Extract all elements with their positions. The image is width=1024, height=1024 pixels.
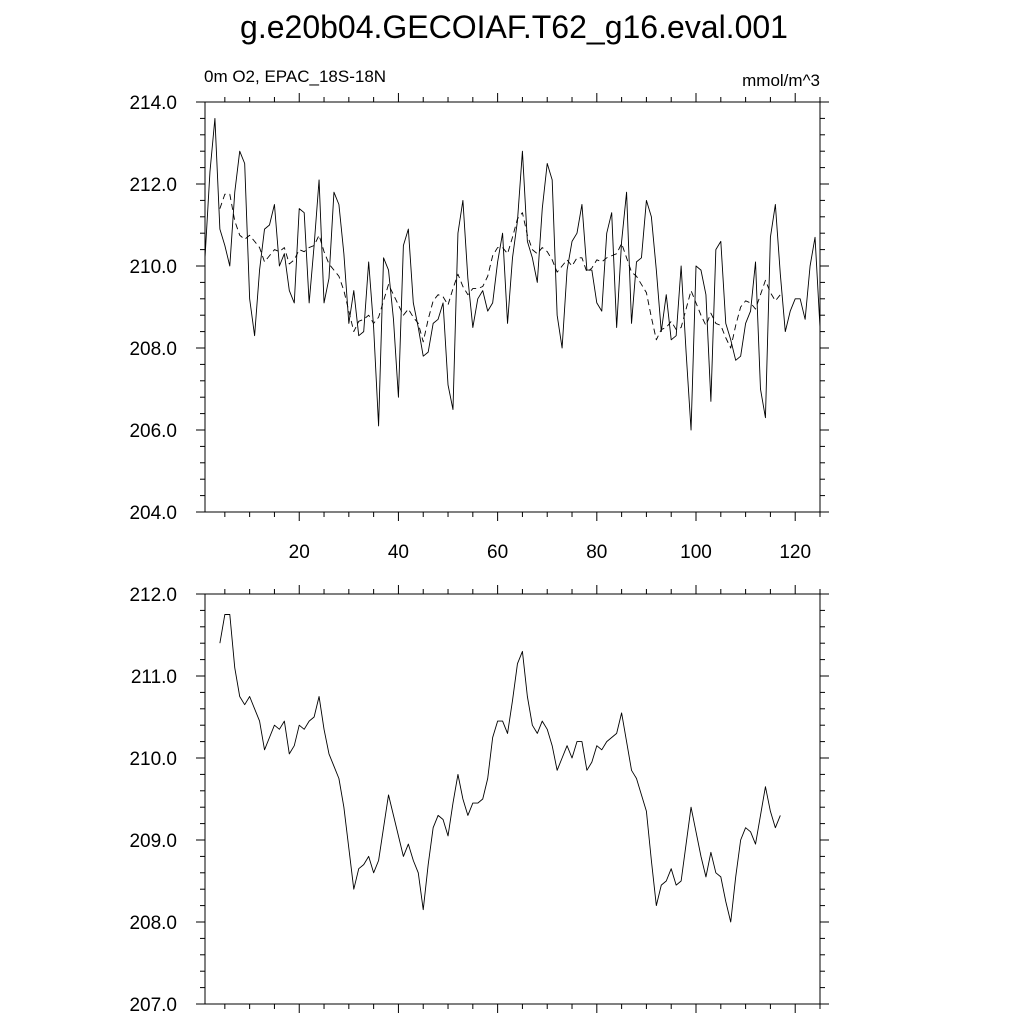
y-tick-label: 212.0: [129, 175, 177, 196]
y-tick-label: 210.0: [129, 749, 177, 770]
x-tick-label: 60: [487, 542, 508, 563]
series-line: [204, 117, 821, 431]
x-tick-label: 100: [680, 542, 712, 563]
units-label: mmol/m^3: [742, 71, 820, 90]
y-tick-label: 206.0: [129, 421, 177, 442]
y-tick-label: 214.0: [129, 93, 177, 114]
series-line-dashed: [219, 193, 781, 349]
axis-ticks: [196, 585, 829, 1013]
plot-frame: [204, 593, 821, 1005]
axis-ticks: [196, 93, 829, 521]
y-tick-label: 209.0: [129, 831, 177, 852]
y-tick-label: 208.0: [129, 913, 177, 934]
x-tick-label: 80: [586, 542, 607, 563]
x-tick-label: 120: [779, 542, 811, 563]
plot-frame: [204, 101, 821, 513]
series-group: [204, 117, 821, 431]
y-tick-label: 204.0: [129, 503, 177, 524]
y-tick-label: 212.0: [129, 585, 177, 606]
panel-left-label: 0m O2, EPAC_18S-18N: [204, 67, 386, 86]
y-tick-label: 210.0: [129, 257, 177, 278]
chart-panel-bottom: 207.0 208.0 209.0 210.0 211.0 212.0: [129, 585, 829, 1016]
axis-tick-labels: 207.0 208.0 209.0 210.0 211.0 212.0: [129, 585, 177, 1016]
y-tick-label: 208.0: [129, 339, 177, 360]
chart-panel-top: 0m O2, EPAC_18S-18N mmol/m^3 204.0206.02…: [129, 67, 829, 563]
series-line: [219, 614, 781, 923]
x-tick-label: 20: [289, 542, 310, 563]
axis-tick-labels: 204.0 206.0 208.0 210.0 212.0 214.0 20 40 60 80 10…: [129, 93, 811, 563]
y-tick-label: 211.0: [131, 667, 177, 688]
series-group: [219, 614, 781, 923]
x-tick-label: 40: [388, 542, 409, 563]
page-title: g.e20b04.GECOIAF.T62_g16.eval.001: [240, 9, 788, 45]
y-tick-label: 207.0: [129, 995, 177, 1016]
